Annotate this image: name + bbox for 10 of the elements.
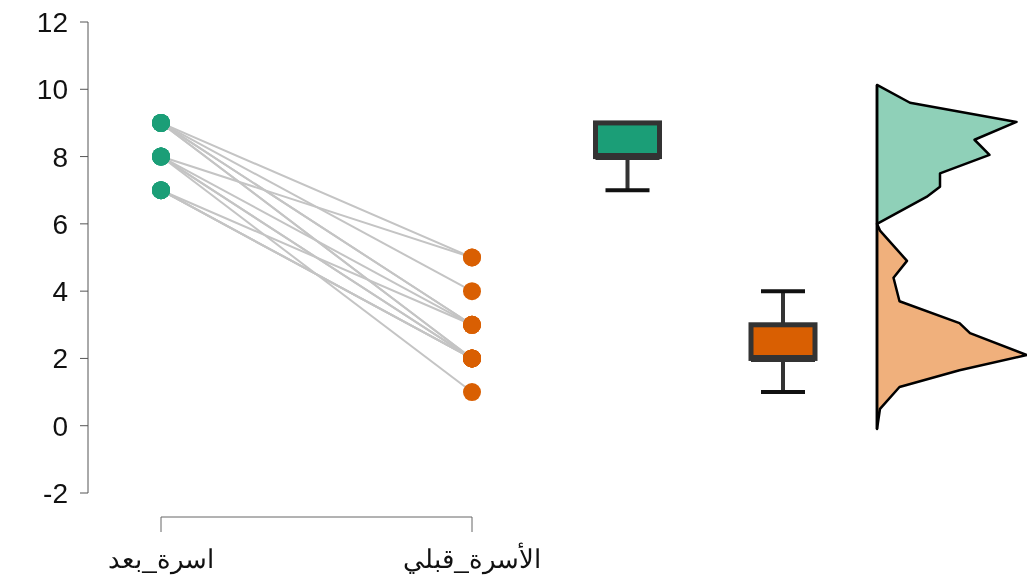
y-tick-label: 2 <box>52 343 68 375</box>
y-tick-label: 6 <box>52 208 68 240</box>
y-tick-label: 0 <box>52 410 68 442</box>
y-tick-label: 8 <box>52 141 68 173</box>
y-tick-label: 12 <box>36 7 68 38</box>
y-tick-label: -2 <box>43 478 68 509</box>
x-tick-label: اسرة_بعد <box>108 544 214 575</box>
y-tick-label: 10 <box>36 74 68 106</box>
y-tick-label: 4 <box>52 276 68 308</box>
x-tick-label: الأسرة_قبلي <box>403 542 541 575</box>
